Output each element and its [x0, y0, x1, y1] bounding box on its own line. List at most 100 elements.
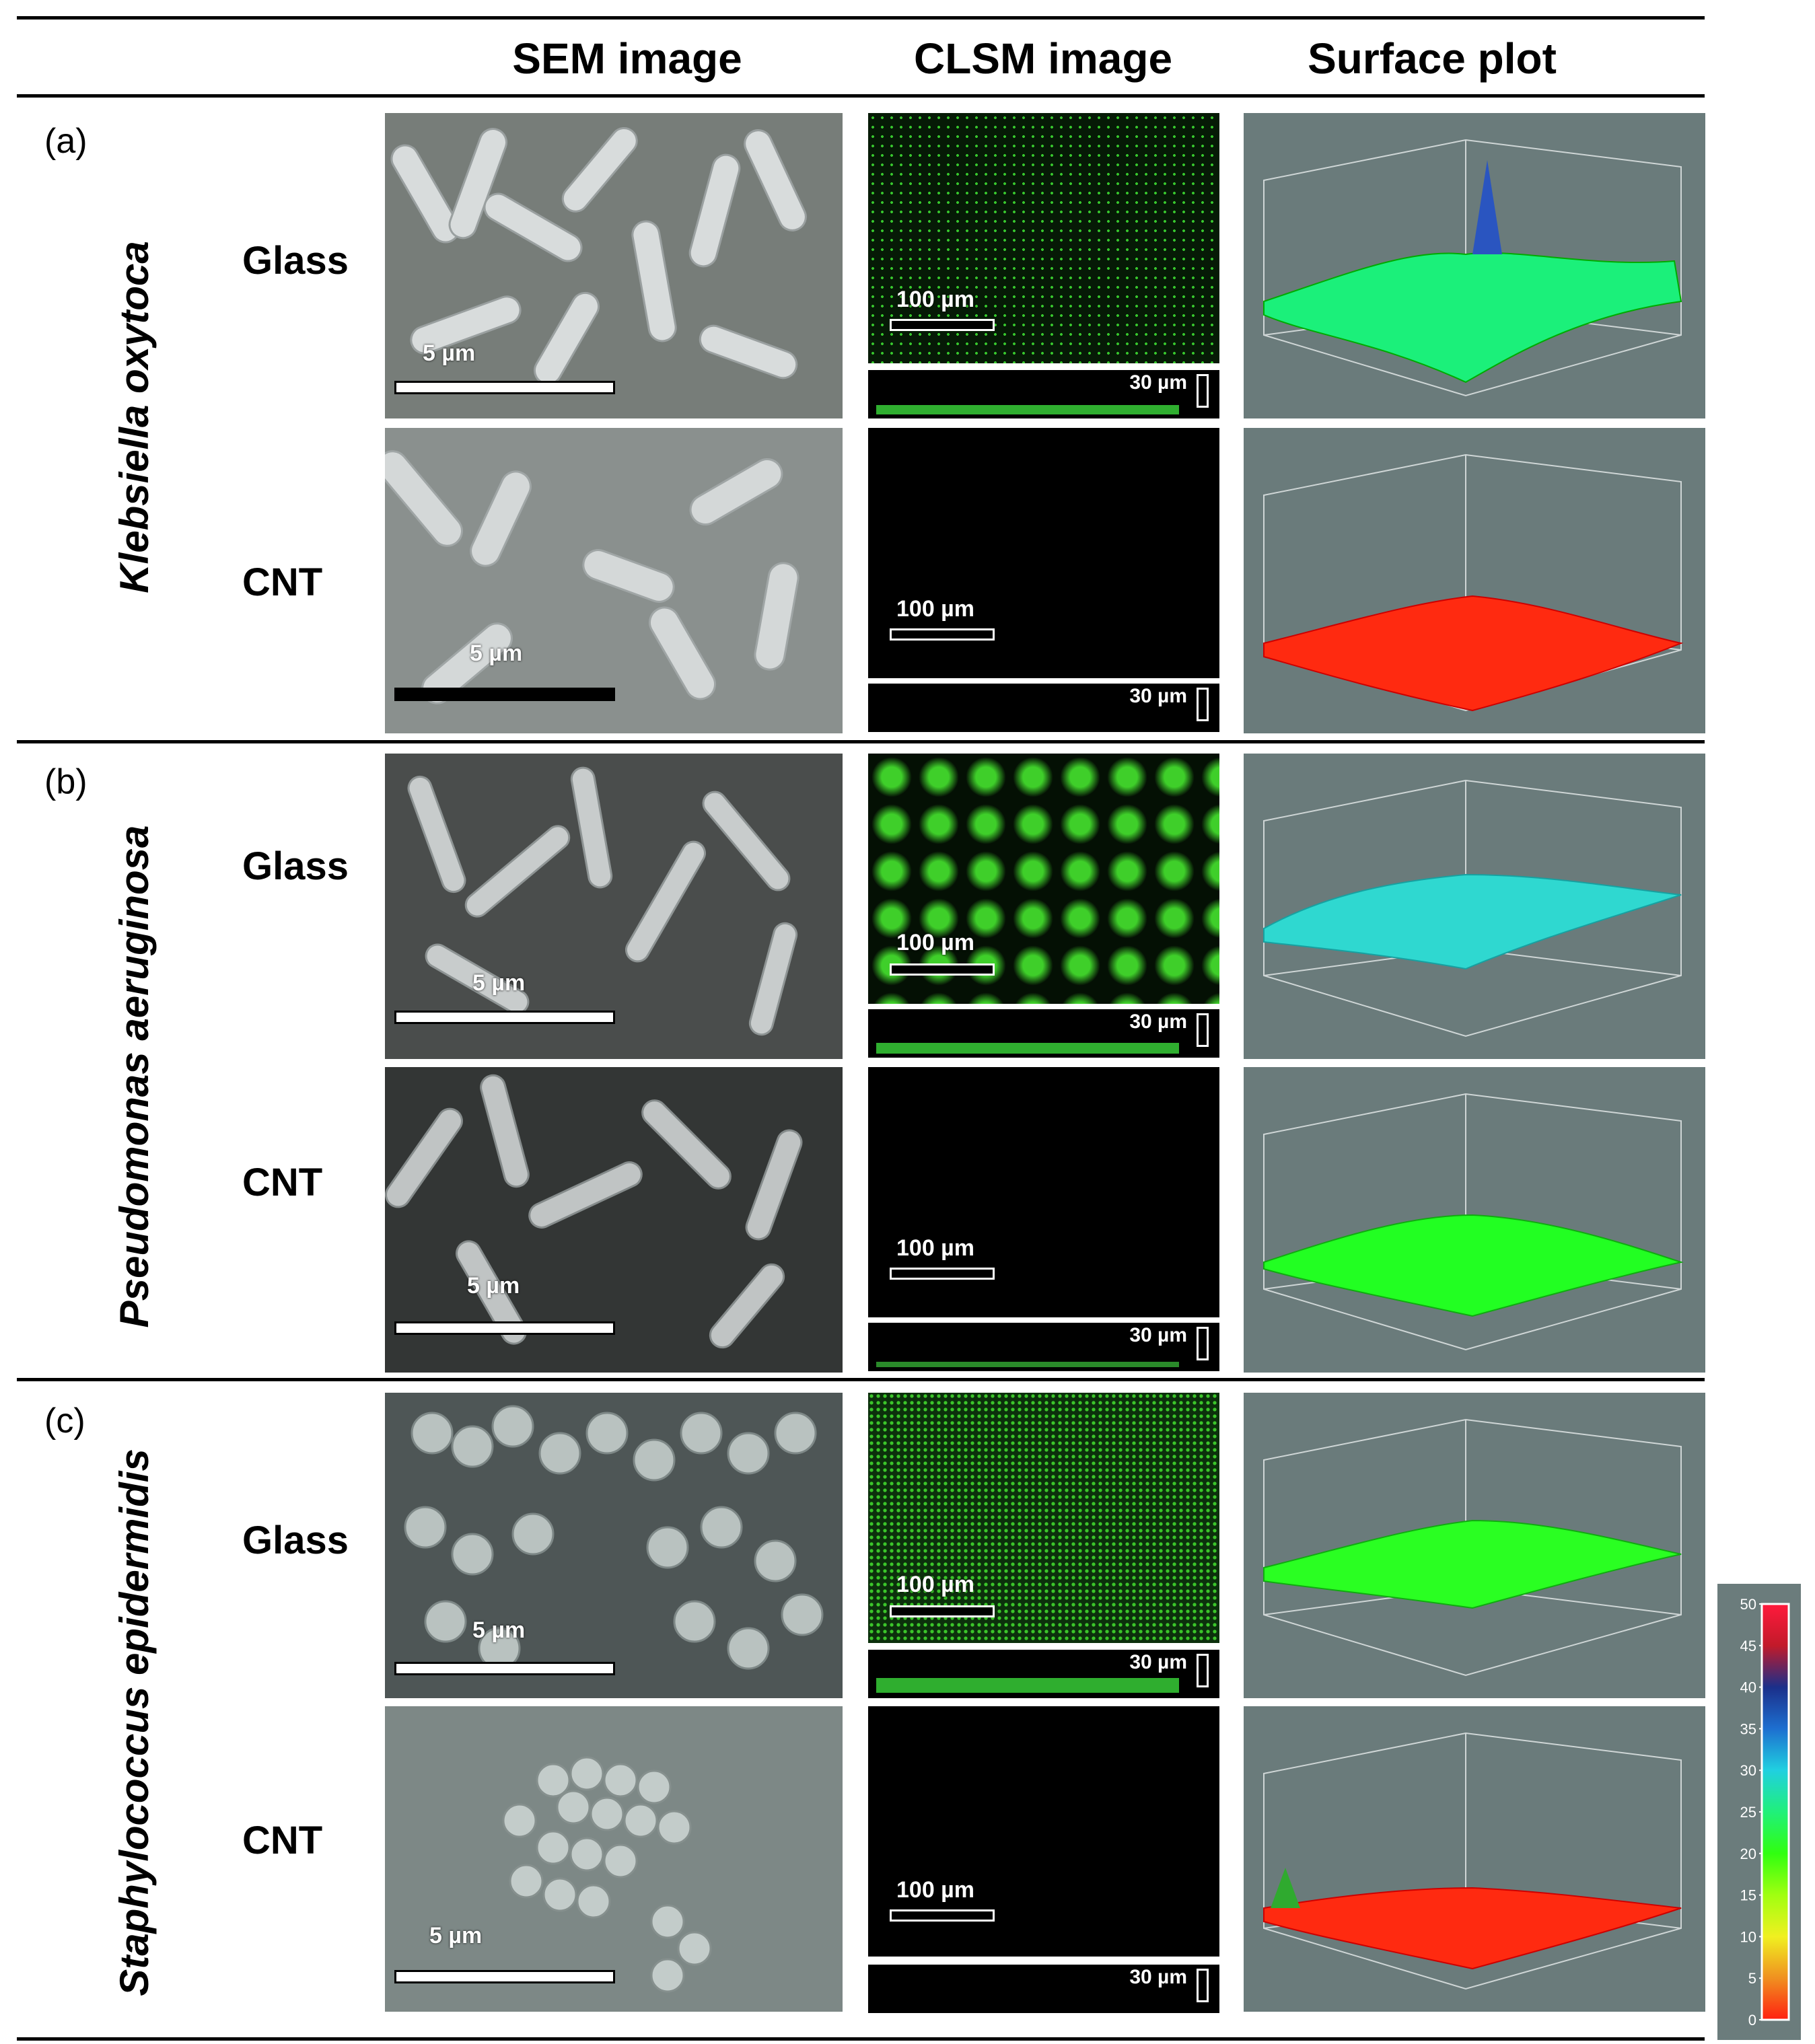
panel-letter-a: (a)	[44, 122, 87, 161]
surface-peak	[1472, 160, 1502, 254]
surface-plot-c-glass	[1244, 1393, 1705, 1698]
clsm-z-bar	[1197, 374, 1209, 408]
sem-scale-bar	[394, 1662, 615, 1675]
clsm-z-bar	[1197, 1654, 1209, 1687]
clsm-image-a-glass: 100 µm	[868, 113, 1219, 363]
sem-rods-a-glass	[385, 113, 843, 418]
clsm-image-b-cnt: 100 µm	[868, 1067, 1219, 1317]
surface-plot-svg	[1263, 1418, 1682, 1677]
clsm-scale-bar	[890, 1268, 995, 1280]
surface-plot-b-glass	[1244, 754, 1705, 1059]
sem-cocci-c-cnt	[385, 1706, 843, 2012]
clsm-scale-label: 100 µm	[896, 1572, 974, 1597]
clsm-side-layer	[876, 1678, 1179, 1693]
clsm-scale-bar	[890, 1605, 995, 1617]
row-label-b-cnt: CNT	[242, 1161, 323, 1204]
colorbar-gradient	[1760, 1603, 1790, 2021]
panel-a-b-divider	[17, 740, 1705, 743]
colorbar-tick-label: 50	[1740, 1596, 1756, 1613]
clsm-side-layer	[876, 1362, 1179, 1367]
clsm-scale-label: 100 µm	[896, 287, 974, 312]
sem-scale-label: 5 µm	[423, 340, 476, 366]
sem-image-a-cnt: 5 µm	[385, 428, 843, 733]
clsm-z-label: 30 µm	[1129, 1011, 1187, 1033]
sem-image-b-cnt: 5 µm	[385, 1067, 843, 1373]
clsm-scale-bar	[890, 1909, 995, 1922]
surface-plot-a-cnt	[1244, 428, 1705, 733]
row-label-b-glass: Glass	[242, 844, 349, 888]
sem-scale-bar	[394, 1970, 615, 1983]
surface-height-field	[1263, 873, 1682, 970]
clsm-signal-dense	[868, 1393, 1219, 1643]
header-rule	[17, 94, 1705, 98]
panel-letter-b: (b)	[44, 762, 87, 801]
colorbar-tick-label: 45	[1740, 1638, 1756, 1654]
surface-height-field	[1263, 1214, 1684, 1317]
surface-plot-c-cnt	[1244, 1706, 1705, 2012]
surface-plot-a-glass	[1244, 113, 1705, 418]
sem-scale-bar	[394, 381, 615, 394]
clsm-side-a-cnt: 30 µm	[868, 684, 1219, 732]
clsm-side-b-cnt: 30 µm	[868, 1323, 1219, 1371]
species-label-a: Klebsiella oxytoca	[112, 241, 157, 593]
surface-plot-svg	[1263, 1732, 1682, 1990]
clsm-z-label: 30 µm	[1129, 1324, 1187, 1346]
sem-scale-label: 5 µm	[429, 1923, 483, 1948]
sem-scale-bar	[394, 1011, 615, 1024]
sem-rods-a-cnt	[385, 428, 843, 733]
surface-plot-svg	[1263, 1093, 1684, 1351]
surface-plot-svg	[1263, 139, 1682, 397]
column-header-sem: SEM image	[512, 34, 742, 83]
clsm-z-bar	[1197, 1969, 1209, 2002]
clsm-side-layer	[876, 405, 1179, 414]
clsm-z-bar	[1197, 1013, 1209, 1047]
panel-letter-c: (c)	[44, 1401, 85, 1440]
clsm-scale-bar	[890, 628, 995, 641]
surface-plot-b-cnt	[1244, 1067, 1705, 1373]
sem-image-a-glass: 5 µm	[385, 113, 843, 418]
clsm-z-bar	[1197, 1327, 1209, 1360]
species-label-b: Pseudomonas aeruginosa	[112, 825, 157, 1328]
clsm-side-b-glass: 30 µm	[868, 1009, 1219, 1058]
surface-height-field	[1263, 252, 1682, 384]
clsm-side-a-glass: 30 µm	[868, 370, 1219, 418]
row-label-c-cnt: CNT	[242, 1819, 323, 1862]
sem-scale-bar	[394, 688, 615, 701]
colorbar: 50 45 40 35 30 25 20 15 10 5 0	[1717, 1584, 1801, 2040]
row-label-a-cnt: CNT	[242, 560, 323, 604]
colorbar-tick-label: 35	[1740, 1720, 1756, 1737]
panel-b-c-divider	[17, 1378, 1705, 1381]
colorbar-tick-label: 15	[1740, 1887, 1756, 1904]
clsm-side-c-glass: 30 µm	[868, 1650, 1219, 1698]
top-rule	[17, 16, 1705, 20]
clsm-image-b-glass: 100 µm	[868, 754, 1219, 1004]
clsm-signal-clusters	[868, 754, 1219, 1004]
clsm-z-label: 30 µm	[1129, 371, 1187, 394]
clsm-image-a-cnt: 100 µm	[868, 428, 1219, 678]
clsm-side-c-cnt: 30 µm	[868, 1965, 1219, 2013]
sem-image-c-glass: 5 µm	[385, 1393, 843, 1698]
colorbar-tick-label: 40	[1740, 1679, 1756, 1696]
clsm-z-label: 30 µm	[1129, 1966, 1187, 1988]
sem-rods-b-glass	[385, 754, 843, 1059]
clsm-image-c-glass: 100 µm	[868, 1393, 1219, 1643]
sem-scale-label: 5 µm	[472, 970, 526, 996]
species-label-c: Staphylococcus epidermidis	[112, 1449, 157, 1996]
clsm-scale-label: 100 µm	[896, 1877, 974, 1903]
sem-cocci-c-glass	[385, 1393, 843, 1698]
surface-height-field	[1263, 1887, 1682, 1970]
sem-image-c-cnt: 5 µm	[385, 1706, 843, 2012]
surface-corner-peak	[1271, 1868, 1300, 1908]
surface-height-field	[1263, 1519, 1682, 1609]
clsm-scale-label: 100 µm	[896, 1235, 974, 1261]
colorbar-tick-label: 30	[1740, 1762, 1756, 1779]
colorbar-tick-label: 25	[1740, 1804, 1756, 1821]
row-label-c-glass: Glass	[242, 1519, 349, 1562]
colorbar-tick-label: 0	[1748, 2012, 1756, 2029]
surface-height-field	[1263, 595, 1684, 712]
clsm-scale-bar	[890, 319, 995, 331]
colorbar-tick-label: 20	[1740, 1846, 1756, 1862]
sem-scale-label: 5 µm	[470, 641, 523, 666]
sem-scale-label: 5 µm	[467, 1273, 520, 1299]
